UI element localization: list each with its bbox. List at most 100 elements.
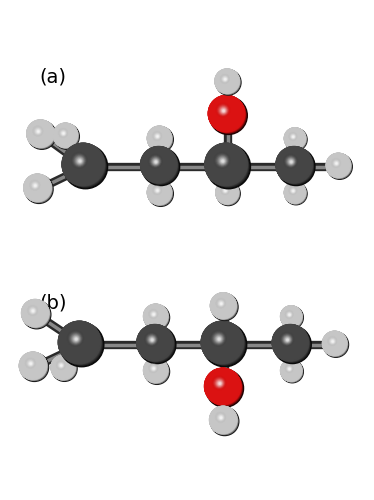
Circle shape bbox=[148, 182, 172, 205]
Circle shape bbox=[205, 368, 240, 404]
Circle shape bbox=[324, 332, 347, 356]
Circle shape bbox=[73, 336, 79, 342]
Circle shape bbox=[206, 370, 241, 405]
Circle shape bbox=[278, 148, 313, 184]
Circle shape bbox=[281, 306, 302, 327]
Circle shape bbox=[322, 331, 346, 355]
Circle shape bbox=[210, 406, 237, 434]
Circle shape bbox=[52, 356, 76, 380]
Circle shape bbox=[148, 154, 162, 168]
Circle shape bbox=[327, 154, 351, 178]
Circle shape bbox=[208, 146, 249, 187]
Circle shape bbox=[223, 77, 227, 82]
Circle shape bbox=[54, 124, 79, 149]
Circle shape bbox=[217, 182, 239, 204]
Circle shape bbox=[147, 180, 171, 204]
Circle shape bbox=[217, 182, 239, 204]
Circle shape bbox=[25, 175, 52, 202]
Circle shape bbox=[211, 408, 237, 434]
Circle shape bbox=[54, 124, 78, 148]
Circle shape bbox=[145, 334, 157, 345]
Circle shape bbox=[207, 145, 248, 186]
Circle shape bbox=[141, 148, 177, 183]
Circle shape bbox=[25, 176, 52, 202]
Circle shape bbox=[27, 120, 54, 147]
Circle shape bbox=[274, 326, 309, 362]
Circle shape bbox=[205, 369, 241, 404]
Circle shape bbox=[284, 182, 305, 203]
Circle shape bbox=[211, 408, 237, 434]
Circle shape bbox=[206, 144, 247, 186]
Text: (b): (b) bbox=[40, 294, 67, 313]
Circle shape bbox=[155, 161, 157, 162]
Circle shape bbox=[144, 360, 168, 383]
Circle shape bbox=[62, 144, 104, 186]
Circle shape bbox=[145, 332, 158, 346]
Circle shape bbox=[28, 122, 55, 148]
Circle shape bbox=[28, 121, 55, 148]
Circle shape bbox=[149, 128, 172, 151]
Circle shape bbox=[205, 369, 241, 404]
Circle shape bbox=[281, 306, 302, 327]
Circle shape bbox=[282, 307, 302, 328]
Circle shape bbox=[60, 323, 101, 364]
Circle shape bbox=[60, 130, 67, 136]
Circle shape bbox=[35, 185, 36, 186]
Circle shape bbox=[221, 186, 229, 194]
Circle shape bbox=[216, 70, 239, 94]
Circle shape bbox=[206, 145, 248, 186]
Circle shape bbox=[216, 70, 240, 94]
Circle shape bbox=[55, 124, 78, 148]
Circle shape bbox=[24, 174, 51, 202]
Circle shape bbox=[210, 407, 237, 434]
Circle shape bbox=[207, 146, 248, 186]
Circle shape bbox=[217, 156, 227, 166]
Circle shape bbox=[64, 144, 105, 186]
Circle shape bbox=[278, 148, 313, 184]
Circle shape bbox=[205, 143, 247, 185]
Circle shape bbox=[210, 406, 237, 434]
Circle shape bbox=[206, 370, 241, 405]
Circle shape bbox=[216, 182, 239, 204]
Circle shape bbox=[20, 353, 47, 380]
Circle shape bbox=[157, 136, 158, 137]
Circle shape bbox=[285, 182, 306, 204]
Circle shape bbox=[285, 182, 306, 204]
Circle shape bbox=[219, 106, 227, 114]
Circle shape bbox=[56, 360, 65, 370]
Circle shape bbox=[216, 298, 226, 308]
Circle shape bbox=[274, 326, 309, 362]
Circle shape bbox=[52, 356, 76, 380]
Circle shape bbox=[202, 322, 244, 364]
Circle shape bbox=[211, 293, 236, 318]
Circle shape bbox=[280, 332, 294, 346]
Circle shape bbox=[285, 182, 306, 203]
Circle shape bbox=[154, 188, 160, 193]
Circle shape bbox=[60, 322, 101, 364]
Circle shape bbox=[148, 180, 172, 204]
Circle shape bbox=[143, 149, 178, 184]
Circle shape bbox=[216, 182, 239, 204]
Circle shape bbox=[59, 322, 101, 364]
Circle shape bbox=[207, 370, 242, 406]
Circle shape bbox=[148, 127, 172, 151]
Circle shape bbox=[202, 322, 243, 364]
Circle shape bbox=[20, 353, 49, 382]
Circle shape bbox=[20, 353, 47, 380]
Circle shape bbox=[156, 188, 159, 192]
Circle shape bbox=[22, 300, 49, 327]
Circle shape bbox=[216, 103, 230, 117]
Circle shape bbox=[285, 182, 306, 203]
Circle shape bbox=[285, 128, 306, 150]
Circle shape bbox=[153, 186, 161, 194]
Circle shape bbox=[274, 326, 309, 362]
Circle shape bbox=[330, 339, 335, 344]
Circle shape bbox=[281, 360, 302, 382]
Circle shape bbox=[28, 121, 56, 150]
Circle shape bbox=[328, 336, 337, 345]
Circle shape bbox=[145, 360, 168, 383]
Circle shape bbox=[210, 97, 245, 132]
Circle shape bbox=[19, 352, 46, 380]
Circle shape bbox=[217, 182, 240, 206]
Circle shape bbox=[326, 154, 350, 178]
